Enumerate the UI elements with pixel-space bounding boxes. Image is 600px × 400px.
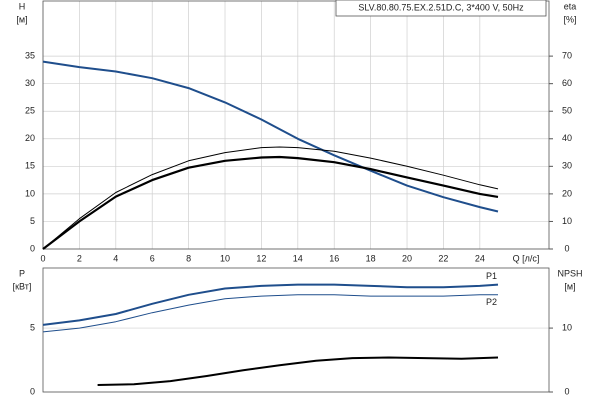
series-line: [42, 155, 499, 250]
x-tick-label: 22: [438, 253, 448, 263]
y-tick-label: 5: [30, 216, 35, 226]
y2-tick-label: 60: [562, 78, 572, 88]
x-tick-label: 10: [220, 253, 230, 263]
plot-frame: [42, 267, 550, 393]
x-tick-label: 12: [256, 253, 266, 263]
y2-tick-label: 10: [562, 322, 572, 332]
x-tick-label: 2: [77, 253, 82, 263]
x-tick-label: 0: [40, 253, 45, 263]
series-line: [97, 356, 499, 386]
y2-axis-label: NPSH: [557, 268, 582, 278]
x-tick-label: 8: [186, 253, 191, 263]
y2-axis-label: eta: [564, 1, 577, 11]
y-tick-label: 10: [25, 188, 35, 198]
y2-tick-label: 30: [562, 161, 572, 171]
x-tick-label: 16: [329, 253, 339, 263]
y-tick-label: 0: [30, 243, 35, 253]
y2-tick-label: 20: [562, 188, 572, 198]
y2-axis-unit: [%]: [563, 14, 576, 24]
series-line: [42, 283, 499, 326]
plot-frame: [42, 0, 550, 250]
y2-tick-label: 10: [562, 216, 572, 226]
x-tick-label: 4: [113, 253, 118, 263]
y-axis-unit: [кВт]: [13, 281, 32, 291]
y-tick-label: 5: [30, 322, 35, 332]
chart-title: SLV.80.80.75.EX.2.51D.C, 3*400 V, 50Hz: [358, 2, 524, 12]
series-label: P1: [486, 271, 497, 281]
y-tick-label: 30: [25, 78, 35, 88]
series-label: P2: [486, 297, 497, 307]
series-line: [42, 294, 498, 333]
y-tick-label: 35: [25, 50, 35, 60]
y-axis-label: P: [19, 268, 25, 278]
y-tick-label: 25: [25, 106, 35, 116]
title-box: [335, 0, 547, 17]
y-tick-label: 0: [30, 386, 35, 396]
y2-axis-unit: [м]: [564, 281, 575, 291]
x-tick-label: 18: [366, 253, 376, 263]
x-tick-label: 20: [402, 253, 412, 263]
y2-tick-label: 0: [564, 386, 569, 396]
y-tick-label: 15: [25, 161, 35, 171]
y2-tick-label: 70: [562, 50, 572, 60]
x-tick-label: 24: [475, 253, 485, 263]
series-line: [42, 60, 499, 213]
series-line: [42, 146, 499, 250]
y2-tick-label: 50: [562, 106, 572, 116]
x-tick-label: 14: [293, 253, 303, 263]
y-tick-label: 20: [25, 133, 35, 143]
y2-tick-label: 0: [564, 243, 569, 253]
x-axis-label: Q [л/с]: [513, 253, 540, 263]
y2-tick-label: 40: [562, 133, 572, 143]
y-axis-label: H: [19, 1, 26, 11]
y-axis-unit: [м]: [16, 14, 27, 24]
x-tick-label: 6: [150, 253, 155, 263]
